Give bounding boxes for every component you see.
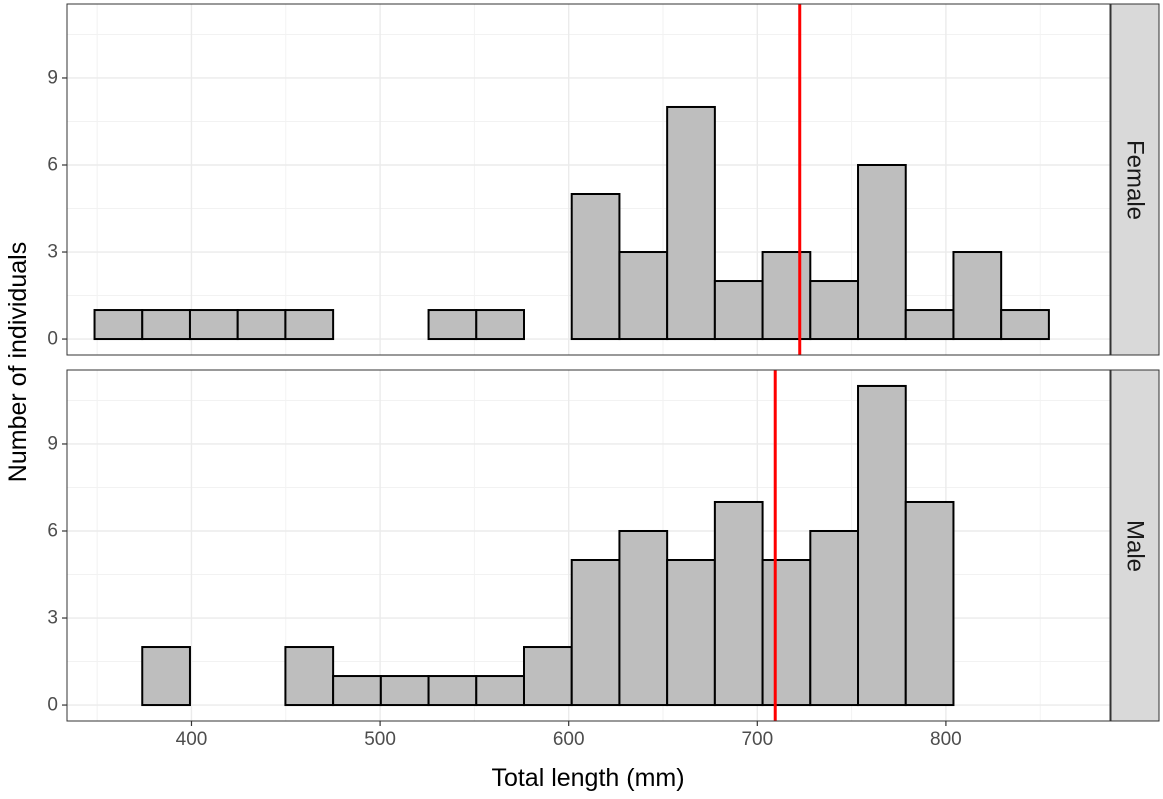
y-tick-label: 9: [47, 67, 58, 88]
histogram-bar: [379, 675, 430, 707]
histogram-bar: [332, 675, 382, 707]
histogram-bar: [618, 529, 669, 707]
x-tick-label: 800: [930, 729, 962, 750]
histogram-bar: [952, 251, 1003, 341]
x-tick-label: 500: [364, 729, 396, 750]
histogram-bar: [570, 559, 621, 707]
histogram-bar: [570, 193, 621, 341]
histogram-bar: [904, 500, 955, 707]
x-axis-title: Total length (mm): [491, 764, 684, 792]
histogram-bar: [141, 309, 191, 341]
histogram-bar: [236, 309, 287, 341]
histogram-bar: [666, 105, 716, 341]
y-tick-label: 0: [47, 329, 58, 350]
female-panel-bars: [93, 105, 1050, 341]
y-tick-label: 6: [47, 520, 58, 541]
histogram-bar: [427, 675, 478, 707]
female-strip-label: Female: [1122, 140, 1149, 220]
histogram-bar: [475, 675, 525, 707]
histogram-bar: [93, 309, 144, 341]
female-strip: [1110, 3, 1160, 356]
histogram-bar: [1000, 309, 1050, 341]
y-tick-label: 0: [47, 695, 58, 716]
histogram-bar: [522, 646, 573, 707]
histogram-bar: [761, 251, 812, 341]
histogram-bar: [809, 529, 860, 707]
histogram-bar: [141, 646, 191, 707]
histogram-bar: [475, 309, 525, 341]
male-strip-label: Male: [1122, 520, 1149, 572]
male-strip: [1110, 369, 1160, 722]
female-panel-border: [66, 3, 1111, 356]
y-tick-label: 9: [47, 433, 58, 454]
x-tick-label: 400: [176, 729, 208, 750]
histogram-bar: [857, 163, 907, 341]
male-panel-bars: [141, 384, 955, 707]
histogram-bar: [809, 280, 860, 341]
male-panel: Male: [66, 369, 1160, 722]
male-panel-border: [66, 369, 1111, 722]
y-tick-label: 6: [47, 154, 58, 175]
y-tick-label: 3: [47, 608, 58, 629]
histogram-bar: [904, 309, 955, 341]
y-axis-ticks: 0 3 6 9 0 3 6 9: [47, 67, 67, 716]
y-tick-label: 3: [47, 242, 58, 263]
histogram-bar: [666, 559, 716, 707]
female-panel: Female: [66, 3, 1160, 356]
x-axis-ticks: 400 500 600 700 800: [176, 721, 962, 750]
histogram-bar: [713, 500, 764, 707]
histogram-bar: [427, 309, 478, 341]
histogram-bar: [618, 251, 669, 341]
histogram-bar: [761, 559, 812, 707]
histogram-bar: [284, 646, 335, 707]
histogram-bar: [857, 384, 907, 707]
histogram-bar: [713, 280, 764, 341]
x-tick-label: 700: [741, 729, 773, 750]
histogram-bar: [284, 309, 335, 341]
y-axis-title: Number of individuals: [4, 242, 32, 482]
x-tick-label: 600: [553, 729, 585, 750]
histogram-bar: [188, 309, 239, 341]
